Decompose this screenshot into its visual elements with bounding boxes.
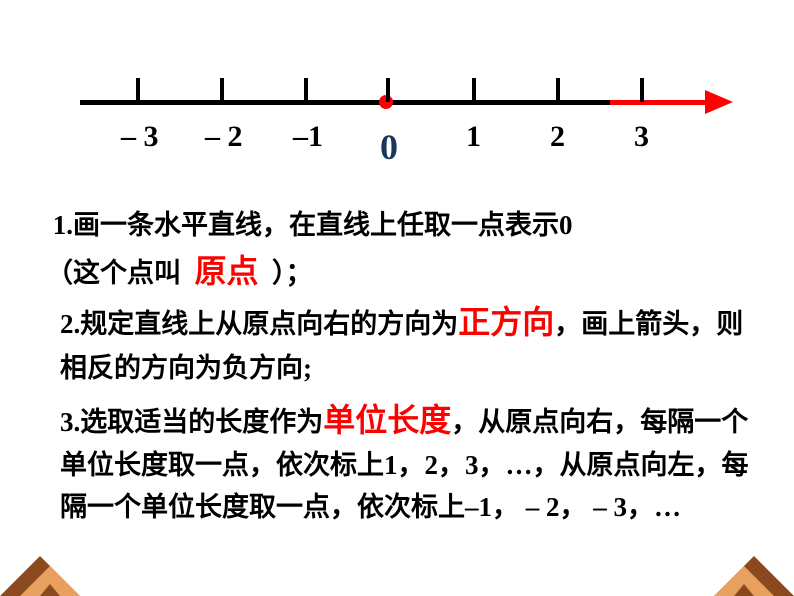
content-area: 1.画一条水平直线，在直线上任取一点表示0 （这个点叫 原点 ）； 2.规定直线… — [46, 205, 756, 529]
tick-label: 0 — [380, 126, 398, 168]
tick-mark — [136, 78, 140, 102]
tick-mark — [386, 78, 390, 102]
step-1-paren-close: ）； — [272, 258, 313, 288]
positive-dir-word: 正方向 — [458, 304, 554, 340]
tick-label: 2 — [550, 120, 565, 154]
tick-mark — [220, 78, 224, 102]
tick-label: –1 — [293, 120, 323, 154]
tick-label: – 3 — [121, 120, 159, 154]
tick-label: 1 — [466, 120, 481, 154]
tick-label: – 2 — [205, 120, 243, 154]
origin-word: 原点 — [195, 253, 259, 289]
step-1-text-a: 画一条水平直线，在直线上任取一点表示 — [73, 210, 559, 240]
step-1: 1.画一条水平直线，在直线上任取一点表示0 （这个点叫 原点 ）； — [46, 205, 756, 296]
step-3-seq2: –1， – 2， – 3，… — [465, 492, 681, 522]
corner-decoration-left — [0, 546, 80, 596]
tick-label: 3 — [634, 120, 649, 154]
tick-mark — [304, 78, 308, 102]
axis-arrow-segment — [610, 100, 710, 105]
unit-length-word: 单位长度 — [323, 402, 451, 438]
step-3: 3.选取适当的长度作为单位长度，从原点向右，每隔一个单位长度取一点，依次标上1，… — [60, 396, 756, 529]
tick-mark — [472, 78, 476, 102]
number-line: – 3 – 2 –1 0 1 2 3 — [70, 60, 740, 180]
step-2-num: 2. — [60, 309, 80, 339]
step-2-text-a: 规定直线上从原点向右的方向为 — [80, 309, 458, 339]
step-3-text-a: 选取适当的长度作为 — [80, 407, 323, 437]
step-3-seq1: 1，2，3，… — [384, 450, 533, 480]
step-1-paren-open: （这个点叫 — [46, 258, 181, 288]
step-1-zero: 0 — [559, 210, 573, 240]
tick-mark — [640, 78, 644, 102]
axis-arrow-head — [705, 90, 733, 114]
step-3-num: 3. — [60, 407, 80, 437]
corner-decoration-right — [714, 546, 794, 596]
tick-mark — [556, 78, 560, 102]
step-1-num: 1. — [53, 210, 73, 240]
step-2: 2.规定直线上从原点向右的方向为正方向，画上箭头，则相反的方向为负方向; — [60, 298, 756, 389]
